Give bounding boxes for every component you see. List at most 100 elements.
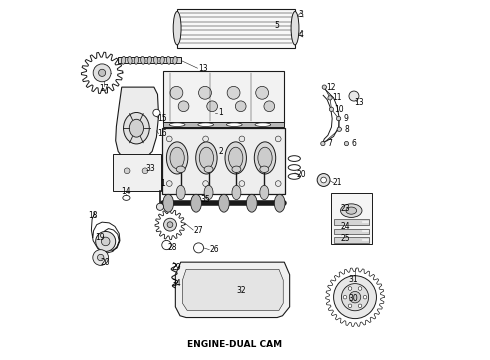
Text: 31: 31 — [348, 275, 358, 284]
Circle shape — [235, 101, 246, 112]
Circle shape — [275, 181, 281, 186]
Circle shape — [358, 304, 362, 307]
Ellipse shape — [199, 147, 214, 168]
Circle shape — [203, 136, 208, 142]
Text: 23: 23 — [341, 204, 350, 213]
Circle shape — [93, 64, 111, 82]
Bar — [163, 122, 284, 127]
Circle shape — [256, 86, 269, 99]
Circle shape — [321, 141, 325, 146]
Ellipse shape — [176, 166, 185, 172]
Text: 26: 26 — [210, 245, 220, 254]
Circle shape — [317, 174, 330, 186]
Ellipse shape — [191, 194, 201, 212]
Ellipse shape — [198, 123, 214, 126]
Ellipse shape — [346, 207, 357, 214]
Ellipse shape — [167, 142, 188, 174]
Ellipse shape — [167, 57, 171, 64]
Text: 15: 15 — [157, 114, 167, 123]
Text: 4: 4 — [298, 30, 303, 39]
Text: 7: 7 — [328, 139, 332, 148]
Circle shape — [170, 86, 183, 99]
Ellipse shape — [122, 57, 126, 64]
Ellipse shape — [204, 166, 213, 172]
Ellipse shape — [232, 185, 241, 200]
Circle shape — [239, 181, 245, 186]
Circle shape — [167, 136, 172, 142]
Circle shape — [322, 85, 326, 89]
Ellipse shape — [123, 195, 130, 201]
Circle shape — [342, 284, 368, 311]
Ellipse shape — [274, 194, 285, 212]
Ellipse shape — [260, 185, 269, 200]
Ellipse shape — [173, 57, 177, 64]
Text: 6: 6 — [351, 139, 356, 148]
Ellipse shape — [204, 185, 213, 200]
Text: 25: 25 — [341, 234, 350, 243]
Polygon shape — [116, 87, 159, 160]
Bar — [331, 193, 372, 244]
Ellipse shape — [228, 147, 243, 168]
Text: 24: 24 — [341, 222, 350, 231]
Text: 35: 35 — [201, 195, 211, 204]
Text: 11: 11 — [332, 93, 342, 102]
Circle shape — [98, 69, 106, 76]
Ellipse shape — [147, 57, 151, 64]
Text: 5: 5 — [275, 21, 280, 30]
Circle shape — [239, 136, 245, 142]
Circle shape — [142, 168, 148, 174]
Circle shape — [337, 116, 341, 121]
Circle shape — [167, 181, 172, 186]
Ellipse shape — [173, 12, 181, 45]
Text: 17: 17 — [98, 84, 108, 93]
Circle shape — [96, 231, 116, 251]
Text: 3: 3 — [298, 10, 303, 19]
Text: 29: 29 — [171, 263, 181, 272]
Circle shape — [156, 203, 164, 210]
Circle shape — [124, 168, 130, 174]
Circle shape — [207, 101, 218, 112]
Ellipse shape — [246, 194, 257, 212]
Text: 1: 1 — [219, 108, 223, 117]
Text: 18: 18 — [88, 211, 98, 220]
Text: 1: 1 — [160, 179, 165, 188]
Circle shape — [167, 222, 173, 228]
Polygon shape — [182, 269, 283, 310]
Bar — [334, 229, 369, 234]
Text: 14: 14 — [122, 187, 131, 196]
Text: 28: 28 — [168, 243, 177, 252]
Polygon shape — [175, 262, 290, 318]
Text: 33: 33 — [146, 164, 155, 173]
Text: 27: 27 — [194, 225, 203, 234]
Bar — [162, 128, 285, 194]
Bar — [334, 237, 369, 243]
Circle shape — [343, 296, 347, 299]
Bar — [334, 219, 369, 225]
Text: 19: 19 — [96, 233, 105, 242]
Ellipse shape — [170, 147, 184, 168]
Ellipse shape — [134, 57, 139, 64]
Circle shape — [329, 107, 334, 111]
Ellipse shape — [258, 147, 272, 168]
Bar — [163, 71, 284, 123]
Circle shape — [328, 96, 332, 100]
Ellipse shape — [255, 123, 270, 126]
Circle shape — [275, 136, 281, 142]
Circle shape — [334, 276, 376, 319]
Text: 20: 20 — [296, 170, 306, 179]
Text: 34: 34 — [171, 279, 181, 288]
Text: 21: 21 — [332, 178, 342, 187]
Ellipse shape — [176, 185, 185, 200]
Circle shape — [203, 181, 208, 186]
Circle shape — [349, 91, 359, 101]
Text: 2: 2 — [219, 147, 223, 156]
Ellipse shape — [123, 112, 149, 144]
Circle shape — [93, 249, 109, 265]
Text: 20: 20 — [101, 258, 111, 267]
Text: 10: 10 — [334, 105, 343, 114]
Circle shape — [101, 237, 110, 246]
Text: 12: 12 — [327, 83, 336, 92]
Text: 13: 13 — [354, 98, 364, 107]
Ellipse shape — [196, 142, 217, 174]
Circle shape — [363, 296, 367, 299]
